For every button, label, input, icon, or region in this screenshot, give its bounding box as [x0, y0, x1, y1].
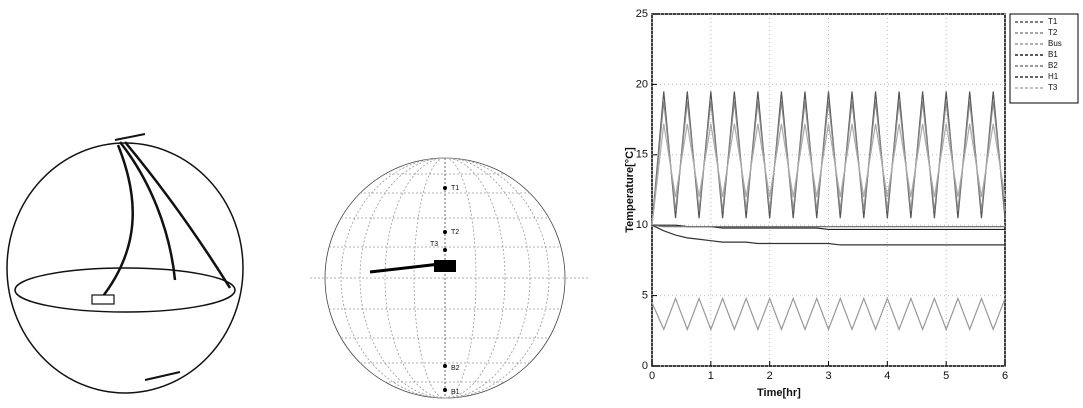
- series-line: [651, 296, 1006, 332]
- series-line: [651, 101, 1006, 226]
- legend-label: T1: [1048, 17, 1058, 26]
- legend-label: T2: [1048, 28, 1058, 37]
- x-tick-label: 1: [708, 370, 714, 382]
- globe-label: B2: [451, 365, 460, 372]
- x-tick-label: 3: [825, 370, 831, 382]
- x-tick-label: 0: [649, 370, 655, 382]
- globe-label: T3: [430, 241, 438, 248]
- series-line: [651, 224, 1005, 246]
- sphere-drawing: [6, 133, 244, 394]
- legend-box: [1009, 13, 1079, 104]
- line-chart: Time[hr] Temperature[°C] 0 5 10 15 20 25 0 1 2 3 4…: [624, 8, 1079, 399]
- globe-label: B1: [451, 389, 460, 396]
- series-line: [651, 91, 1006, 226]
- y-tick-label: 0: [642, 360, 648, 372]
- globe-label: T2: [451, 229, 459, 236]
- y-tick-label: 20: [636, 78, 648, 90]
- globe-label: T1: [451, 185, 459, 192]
- x-tick-label: 5: [943, 370, 949, 382]
- legend-label: H1: [1048, 72, 1059, 81]
- globe-diagram: T1 T2 T3 B2 B1: [310, 157, 590, 399]
- series-line: [651, 224, 1005, 228]
- x-tick-label: 2: [767, 370, 773, 382]
- series-line: [651, 123, 1006, 226]
- legend-label: Bus: [1048, 39, 1062, 48]
- y-axis-label: Temperature[°C]: [624, 147, 636, 233]
- legend-label: B1: [1048, 50, 1058, 59]
- legend-label: B2: [1048, 61, 1058, 70]
- y-tick-label: 25: [636, 8, 648, 20]
- series-line: [652, 224, 1005, 231]
- legend-label: T3: [1048, 83, 1058, 92]
- x-tick-label: 6: [1002, 370, 1008, 382]
- x-axis-label: Time[hr]: [757, 387, 801, 399]
- y-tick-label: 15: [636, 149, 648, 161]
- y-tick-label: 5: [642, 290, 648, 302]
- x-tick-label: 4: [884, 370, 890, 382]
- y-tick-label: 10: [636, 219, 648, 231]
